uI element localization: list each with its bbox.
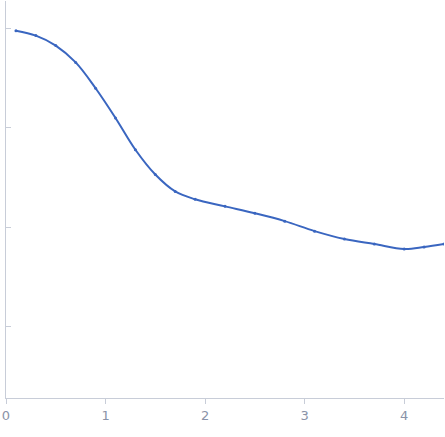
svg-text:0: 0 <box>2 408 10 423</box>
svg-text:1: 1 <box>101 408 109 423</box>
svg-text:4: 4 <box>400 408 408 423</box>
svg-text:3: 3 <box>300 408 308 423</box>
svg-text:2: 2 <box>201 408 209 423</box>
